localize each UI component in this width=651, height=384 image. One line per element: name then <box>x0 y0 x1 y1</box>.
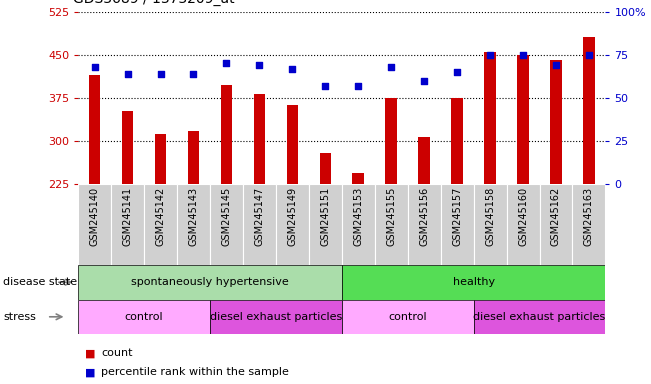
Bar <box>187 131 199 184</box>
Point <box>320 83 331 89</box>
Bar <box>352 173 364 184</box>
Bar <box>342 300 473 334</box>
Bar <box>474 300 605 334</box>
Text: GSM245157: GSM245157 <box>452 187 462 246</box>
Bar <box>474 184 506 265</box>
Bar <box>78 265 342 300</box>
Point <box>287 65 298 71</box>
Bar <box>342 265 605 300</box>
Text: GSM245147: GSM245147 <box>255 187 264 246</box>
Text: GSM245158: GSM245158 <box>485 187 495 246</box>
Bar <box>320 152 331 184</box>
Point <box>584 51 594 58</box>
Bar <box>342 184 375 265</box>
Bar <box>540 184 572 265</box>
Bar <box>518 55 529 184</box>
Text: GSM245156: GSM245156 <box>419 187 429 246</box>
Bar <box>221 84 232 184</box>
Text: GDS3689 / 1373209_at: GDS3689 / 1373209_at <box>73 0 234 6</box>
Bar <box>484 52 496 184</box>
Point <box>188 71 199 77</box>
Text: healthy: healthy <box>452 277 495 287</box>
Bar <box>177 184 210 265</box>
Bar <box>441 184 474 265</box>
Point <box>551 62 561 68</box>
Point <box>485 51 495 58</box>
Text: count: count <box>101 348 132 358</box>
Bar <box>210 300 342 334</box>
Bar <box>243 184 276 265</box>
Bar <box>385 98 397 184</box>
Text: percentile rank within the sample: percentile rank within the sample <box>101 367 289 377</box>
Bar <box>451 98 463 184</box>
Text: GSM245160: GSM245160 <box>518 187 528 246</box>
Bar <box>408 184 441 265</box>
Text: GSM245141: GSM245141 <box>122 187 133 246</box>
Text: GSM245163: GSM245163 <box>584 187 594 246</box>
Bar <box>78 300 210 334</box>
Text: GSM245140: GSM245140 <box>90 187 100 246</box>
Bar <box>583 37 595 184</box>
Bar <box>506 184 540 265</box>
Bar <box>78 184 111 265</box>
Bar <box>144 184 177 265</box>
Text: control: control <box>389 312 427 322</box>
Text: ■: ■ <box>85 348 95 358</box>
Text: GSM245151: GSM245151 <box>320 187 330 246</box>
Bar <box>276 184 309 265</box>
Point <box>221 60 232 66</box>
Text: diesel exhaust particles: diesel exhaust particles <box>210 312 342 322</box>
Text: GSM245155: GSM245155 <box>386 187 396 246</box>
Text: GSM245162: GSM245162 <box>551 187 561 246</box>
Bar <box>286 106 298 184</box>
Bar <box>122 111 133 184</box>
Point <box>254 62 264 68</box>
Point <box>353 83 363 89</box>
Bar <box>309 184 342 265</box>
Point <box>452 69 462 75</box>
Text: GSM245149: GSM245149 <box>287 187 298 246</box>
Point <box>518 51 528 58</box>
Bar <box>89 75 100 184</box>
Bar <box>111 184 144 265</box>
Bar <box>375 184 408 265</box>
Bar <box>254 94 265 184</box>
Text: control: control <box>125 312 163 322</box>
Bar <box>550 60 562 184</box>
Point <box>122 71 133 77</box>
Text: spontaneously hypertensive: spontaneously hypertensive <box>131 277 289 287</box>
Text: stress: stress <box>3 312 36 322</box>
Point <box>89 64 100 70</box>
Text: GSM245143: GSM245143 <box>189 187 199 246</box>
Bar <box>572 184 605 265</box>
Point <box>386 64 396 70</box>
Text: disease state: disease state <box>3 277 77 287</box>
Text: diesel exhaust particles: diesel exhaust particles <box>473 312 605 322</box>
Point <box>419 78 430 84</box>
Text: ■: ■ <box>85 367 95 377</box>
Text: GSM245142: GSM245142 <box>156 187 165 246</box>
Text: GSM245145: GSM245145 <box>221 187 231 246</box>
Bar <box>155 134 166 184</box>
Bar <box>419 137 430 184</box>
Point <box>156 71 166 77</box>
Text: GSM245153: GSM245153 <box>353 187 363 246</box>
Bar <box>210 184 243 265</box>
